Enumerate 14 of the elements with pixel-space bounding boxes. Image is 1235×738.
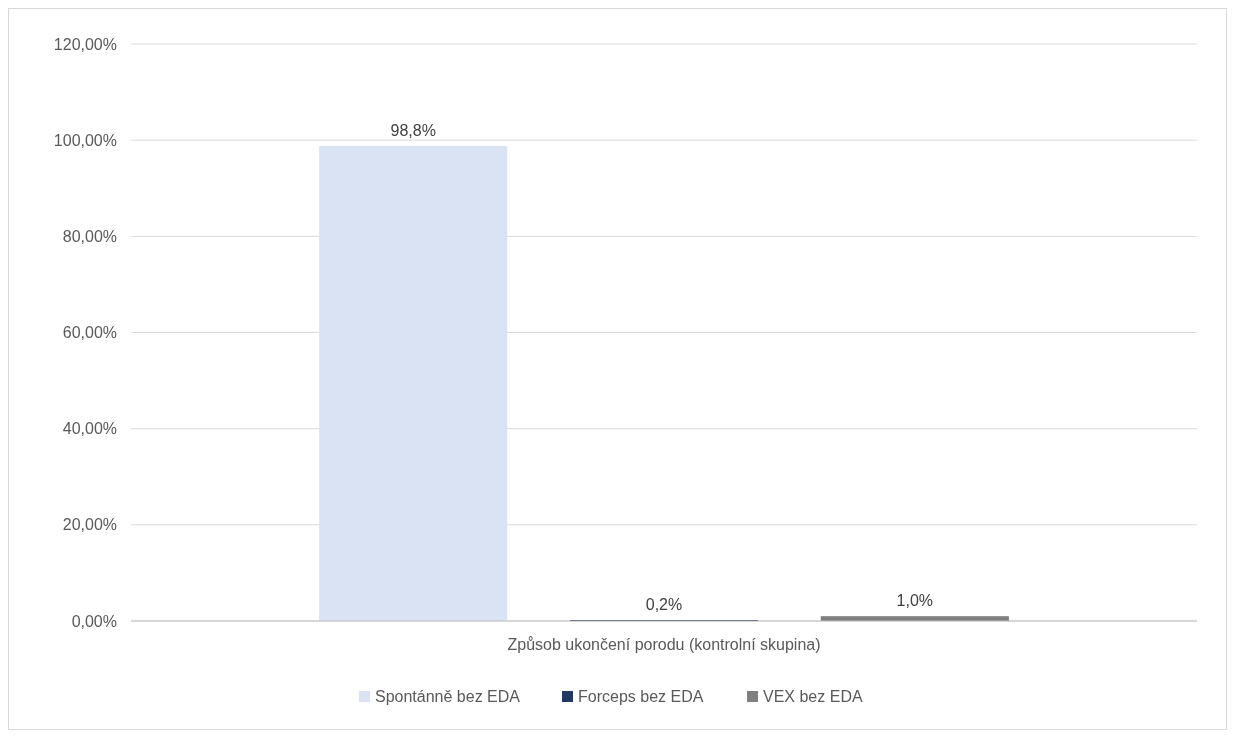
data-label: 0,2% <box>645 596 683 614</box>
y-tick-label: 40,00% <box>62 420 117 438</box>
y-tick-label: 100,00% <box>53 131 117 149</box>
y-tick-label: 80,00% <box>62 227 117 245</box>
y-tick-label: 0,00% <box>71 612 117 630</box>
y-tick-label: 120,00% <box>53 35 117 53</box>
legend-label: Spontánně bez EDA <box>375 688 521 705</box>
data-label: 1,0% <box>896 592 934 610</box>
data-label: 98,8% <box>390 121 436 139</box>
y-tick-label: 60,00% <box>62 324 117 342</box>
legend-label: Forceps bez EDA <box>578 688 704 705</box>
legend-label: VEX bez EDA <box>763 688 863 705</box>
y-tick-label: 20,00% <box>62 516 117 534</box>
x-tick-label: Způsob ukončení porodu (kontrolní skupina) <box>507 636 821 653</box>
